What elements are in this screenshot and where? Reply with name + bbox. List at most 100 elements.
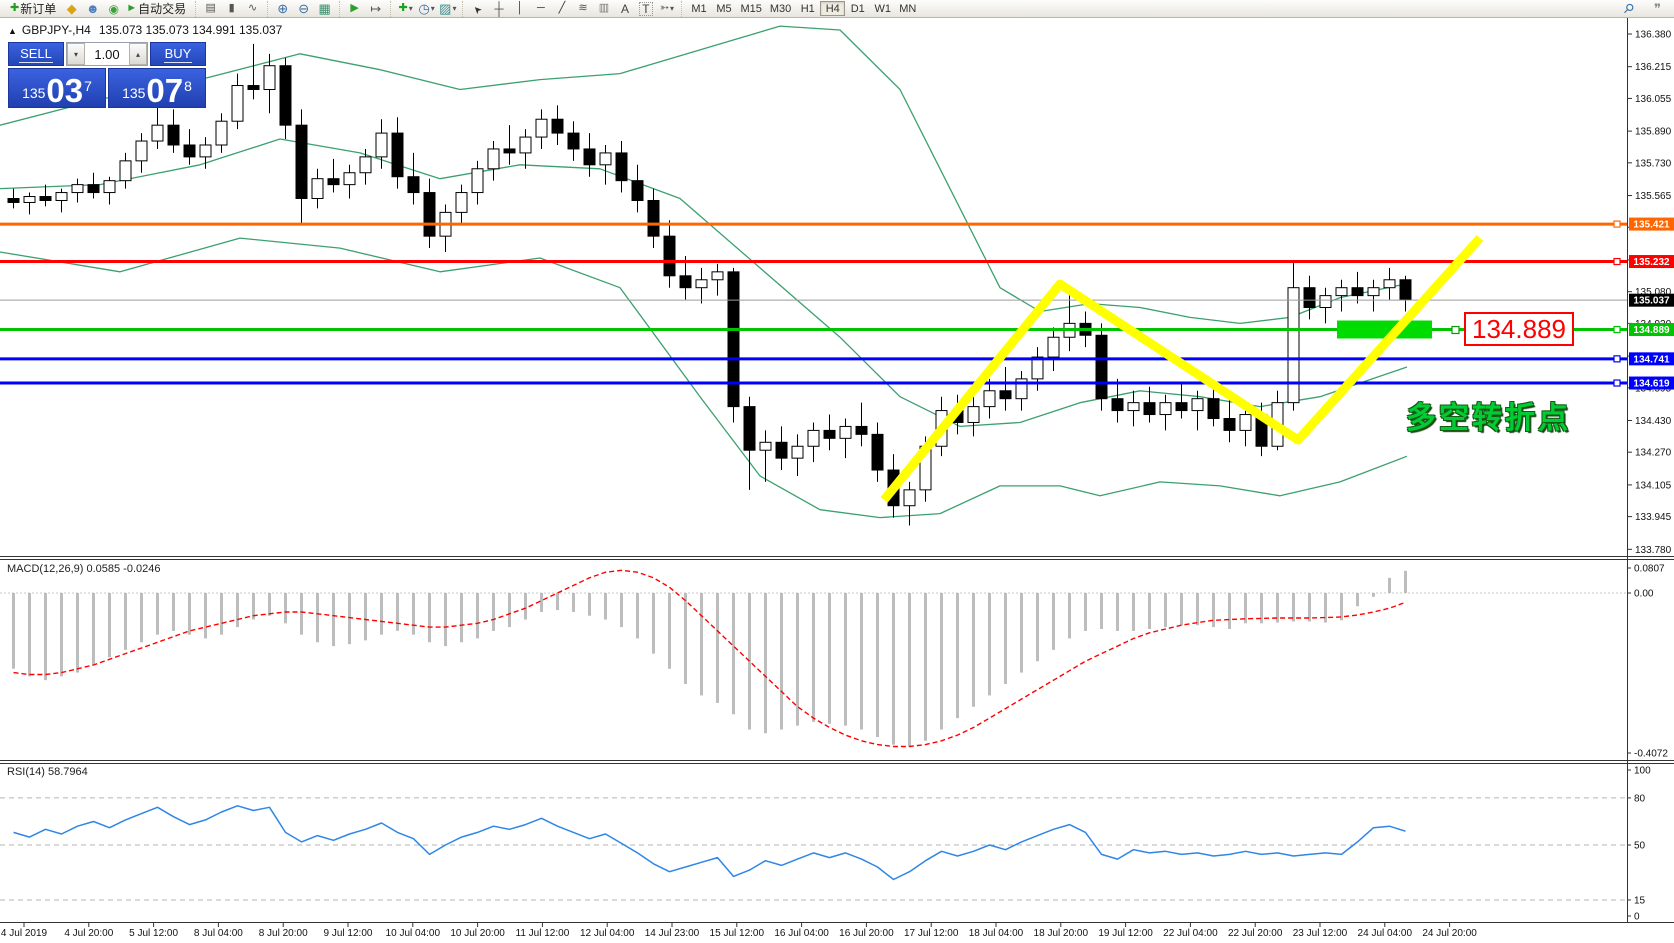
symbol-name: GBPJPY-,H4 bbox=[21, 23, 91, 37]
profile-button[interactable]: ☻ bbox=[83, 0, 102, 17]
timeframe-m1[interactable]: M1 bbox=[686, 1, 711, 16]
candle bbox=[791, 445, 804, 459]
crosshair-button[interactable]: ┼ bbox=[489, 0, 508, 17]
cursor-button[interactable]: ➤ bbox=[468, 0, 487, 17]
auto-trading-icon: ► bbox=[126, 2, 138, 14]
timeframe-h4[interactable]: H4 bbox=[820, 1, 846, 16]
timeframe-m15[interactable]: M15 bbox=[736, 1, 765, 16]
price-callout-label[interactable]: 134.889 bbox=[1464, 312, 1574, 346]
timeframe-m5[interactable]: M5 bbox=[711, 1, 736, 16]
trend-zigzag-line[interactable] bbox=[880, 234, 1484, 503]
zoom-out-button[interactable]: ⊖ bbox=[294, 0, 313, 17]
time-label: 24 Jul 20:00 bbox=[1422, 928, 1477, 939]
new-order-icon: ✚ bbox=[10, 2, 20, 14]
candle bbox=[487, 148, 500, 170]
horizontal-line-button[interactable]: ─ bbox=[531, 0, 550, 17]
time-axis[interactable]: 4 Jul 2019 4 Jul 20:00 5 Jul 12:00 8 Jul 04… bbox=[1, 922, 1477, 939]
timeframe-mn[interactable]: MN bbox=[895, 1, 920, 16]
candle bbox=[1383, 279, 1396, 289]
trendline-button[interactable]: ╱ bbox=[552, 0, 571, 17]
market-watch-button[interactable]: ◆ bbox=[62, 0, 81, 17]
line-chart-button[interactable]: ∿ bbox=[243, 0, 262, 17]
time-label: 22 Jul 20:00 bbox=[1228, 928, 1283, 939]
zoom-in-button[interactable]: ⊕ bbox=[273, 0, 292, 17]
signals-button[interactable]: ◉ bbox=[104, 0, 123, 17]
svg-text:134.741: 134.741 bbox=[1633, 354, 1670, 365]
candle bbox=[119, 160, 132, 182]
text-tool-button[interactable]: A bbox=[615, 0, 634, 17]
arrows-button[interactable]: ➳ ▾ bbox=[657, 0, 676, 17]
expand-panel-icon[interactable]: ▲ bbox=[8, 26, 17, 36]
candle bbox=[135, 140, 148, 162]
toolbar-right: ⚲ ❞ bbox=[1618, 0, 1674, 17]
candle bbox=[391, 132, 404, 178]
volume-input[interactable]: 1.00 bbox=[94, 46, 120, 62]
time-label: 15 Jul 12:00 bbox=[710, 928, 765, 939]
sell-price-tile[interactable]: 135 03 7 bbox=[8, 68, 106, 108]
level-handle bbox=[1613, 257, 1621, 266]
candle bbox=[551, 118, 564, 134]
time-label: 4 Jul 20:00 bbox=[64, 928, 113, 939]
toolbar-group-insert: ✚ ▾ ◷ ▾ ▨ ▾ bbox=[390, 0, 462, 17]
candle bbox=[151, 124, 164, 142]
timeframe-w1[interactable]: W1 bbox=[870, 1, 895, 16]
candlestick-chart-button[interactable]: ▮ bbox=[222, 0, 241, 17]
turning-point-note[interactable]: 多空转折点 bbox=[1406, 402, 1571, 435]
chat-button[interactable]: ❞ bbox=[1648, 0, 1667, 17]
chart-shift-button[interactable]: ↦ bbox=[366, 0, 385, 17]
zoom-out-icon: ⊖ bbox=[298, 1, 310, 16]
candle bbox=[1047, 336, 1060, 358]
toolbar-group-zoom: ⊕ ⊖ ▦ bbox=[267, 0, 339, 17]
timeframe-h1[interactable]: H1 bbox=[795, 1, 820, 16]
candle bbox=[503, 148, 516, 154]
channels-button[interactable]: ▥ bbox=[594, 0, 613, 17]
buy-price-tile[interactable]: 135 07 8 bbox=[108, 68, 206, 108]
candle bbox=[519, 136, 532, 154]
highlight-zone[interactable] bbox=[1337, 320, 1432, 339]
time-label: 14 Jul 23:00 bbox=[645, 928, 700, 939]
chat-icon: ❞ bbox=[1654, 1, 1661, 16]
volume-decrease-button[interactable]: ▾ bbox=[67, 43, 85, 65]
buy-button[interactable]: BUY bbox=[150, 42, 206, 66]
vertical-line-button[interactable]: │ bbox=[510, 0, 529, 17]
fibonacci-button[interactable]: ≋ bbox=[573, 0, 592, 17]
sell-button[interactable]: SELL bbox=[8, 42, 64, 66]
timeframe-m30[interactable]: M30 bbox=[766, 1, 795, 16]
candle bbox=[807, 429, 820, 447]
tile-windows-icon: ▦ bbox=[318, 1, 331, 16]
time-label: 12 Jul 04:00 bbox=[580, 928, 635, 939]
indicators-button[interactable]: ✚ ▾ bbox=[396, 0, 415, 17]
periods-button[interactable]: ◷ ▾ bbox=[417, 0, 436, 17]
vertical-line-icon: │ bbox=[516, 2, 524, 14]
horizontal-line-icon: ─ bbox=[537, 2, 545, 14]
label-tool-button[interactable]: T bbox=[636, 0, 655, 17]
candle bbox=[663, 235, 676, 277]
signals-icon: ◉ bbox=[108, 1, 119, 16]
rsi-panel: 100 80 50 15 0 bbox=[0, 766, 1651, 923]
svg-text:100: 100 bbox=[1634, 766, 1651, 777]
tile-windows-button[interactable]: ▦ bbox=[315, 0, 334, 17]
time-label: 8 Jul 20:00 bbox=[259, 928, 308, 939]
bollinger-lower-band bbox=[0, 237, 1408, 519]
volume-increase-button[interactable]: ▴ bbox=[129, 43, 147, 65]
time-label: 19 Jul 12:00 bbox=[1098, 928, 1153, 939]
candle bbox=[1207, 398, 1220, 420]
candle bbox=[423, 192, 436, 237]
templates-button[interactable]: ▨ ▾ bbox=[438, 0, 457, 17]
svg-text:135.037: 135.037 bbox=[1633, 296, 1670, 307]
candle bbox=[55, 192, 68, 201]
new-order-button[interactable]: ✚ 新订单 bbox=[9, 0, 60, 17]
toolbar-group-tools: ➤ ┼ │ ─ ╱ ≋ ▥ A T ➳ ▾ bbox=[462, 0, 681, 17]
auto-scroll-button[interactable]: ▶ bbox=[345, 0, 364, 17]
candle bbox=[983, 390, 996, 408]
svg-text:0.00: 0.00 bbox=[1634, 589, 1654, 600]
symbol-ohlc-values: 135.073 135.073 134.991 135.037 bbox=[98, 23, 283, 37]
auto-trading-button[interactable]: ► 自动交易 bbox=[125, 0, 190, 17]
sell-price-prefix: 135 bbox=[22, 85, 46, 101]
timeframe-d1[interactable]: D1 bbox=[845, 1, 870, 16]
search-button[interactable]: ⚲ bbox=[1619, 0, 1638, 17]
bar-chart-button[interactable]: ▤ bbox=[201, 0, 220, 17]
candle bbox=[615, 152, 628, 182]
price-axis[interactable]: 136.380 136.215 136.055 135.890 135.730 135.5… bbox=[1627, 30, 1672, 556]
